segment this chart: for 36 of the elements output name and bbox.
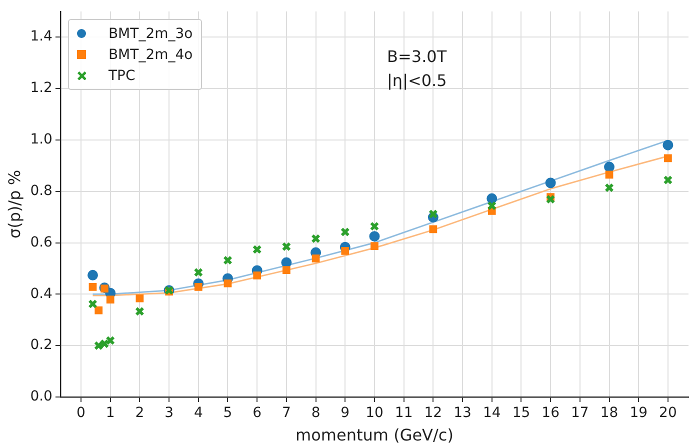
x-tick-label: 3	[164, 405, 174, 422]
x-tick-label: 0	[76, 405, 86, 422]
y-tick-label: 1.2	[30, 80, 52, 96]
x-tick-label: 20	[659, 405, 677, 422]
x-tick-label: 17	[571, 405, 589, 422]
x-tick-label: 13	[454, 405, 472, 422]
x-tick-label: 15	[512, 405, 530, 422]
x-tick-label: 8	[311, 405, 320, 422]
x-tick-label: 6	[252, 405, 262, 422]
x-tick-label: 12	[424, 405, 442, 422]
x-tick-label: 2	[135, 405, 144, 422]
x-axis-title: momentum (GeV/c)	[296, 426, 454, 445]
legend-label: TPC	[108, 68, 136, 84]
y-axis-title: σ(p)/p %	[4, 170, 24, 239]
x-tick-label: 16	[542, 405, 560, 422]
x-tick-label: 4	[194, 405, 203, 422]
x-tick-label: 5	[223, 405, 232, 422]
y-tick-label: 0.6	[30, 234, 53, 250]
x-tick-label: 11	[394, 405, 413, 422]
y-tick-label: 1.0	[30, 132, 52, 148]
annotation: |η|<0.5	[387, 71, 447, 90]
annotation: B=3.0T	[387, 47, 447, 66]
x-tick-label: 7	[282, 405, 291, 422]
y-tick-label: 0.8	[30, 182, 52, 199]
y-tick-label: 0.4	[30, 286, 53, 302]
y-tick-label: 1.4	[30, 28, 53, 45]
x-tick-label: 9	[340, 405, 350, 422]
y-tick-label: 0.2	[30, 337, 52, 354]
y-tick-label: 0.0	[30, 388, 52, 405]
x-tick-label: 14	[482, 405, 501, 422]
x-tick-label: 1	[106, 405, 115, 422]
x-tick-label: 10	[366, 405, 384, 422]
x-tick-label: 18	[600, 405, 618, 422]
x-tick-label: 19	[630, 405, 648, 422]
legend-label: BMT_2m_4o	[108, 46, 193, 63]
legend-label: BMT_2m_3o	[108, 26, 193, 42]
